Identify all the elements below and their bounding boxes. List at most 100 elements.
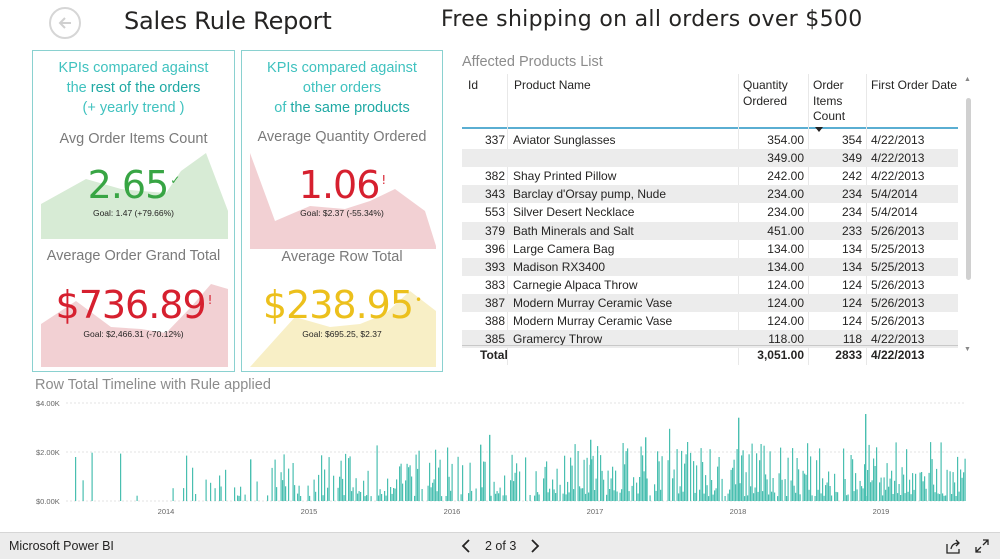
timeline-bar [942, 493, 944, 501]
timeline-bar [886, 463, 888, 501]
panel-heading-text: the [66, 80, 91, 96]
timeline-bar [802, 470, 804, 501]
timeline-bar [822, 478, 824, 501]
timeline-bar [921, 472, 923, 501]
table-row[interactable]: 337 Aviator Sunglasses 354.00 354 4/22/2013 [462, 131, 958, 149]
timeline-bar [468, 493, 470, 501]
timeline-bar [220, 486, 222, 501]
table-row[interactable]: 396 Large Camera Bag 134.00 134 5/25/2013 [462, 240, 958, 258]
cell-id: 553 [484, 205, 505, 220]
table-row[interactable]: 349.00 349 4/22/2013 [462, 149, 958, 168]
timeline-bar [882, 495, 884, 501]
timeline-bar [631, 485, 633, 501]
cell-date: 5/25/2013 [871, 259, 925, 274]
timeline-bar [429, 462, 431, 501]
timeline-bar [276, 487, 278, 501]
timeline-bar [238, 495, 240, 501]
column-header-order-items-count[interactable]: Order Items Count [808, 74, 866, 132]
timeline-bar [384, 491, 386, 501]
timeline-bar [324, 469, 326, 501]
column-header-quantity-ordered[interactable]: Quantity Ordered [738, 74, 808, 125]
total-label: Total [480, 348, 508, 362]
cell-product-name: Barclay d'Orsay pump, Nude [513, 187, 667, 202]
fullscreen-button[interactable] [973, 538, 991, 554]
timeline-bar [924, 476, 926, 501]
timeline-bar [787, 457, 789, 501]
timeline-bar [219, 475, 221, 501]
timeline-bar [766, 479, 768, 501]
timeline-bar [543, 478, 545, 501]
previous-page-button[interactable] [455, 536, 477, 556]
table-row[interactable]: 382 Shay Printed Pillow 242.00 242 4/22/2013 [462, 167, 958, 185]
timeline-bar [505, 495, 507, 501]
timeline-bar [939, 494, 941, 501]
timeline-bar [859, 480, 861, 501]
timeline-bar [489, 434, 491, 501]
timeline-bar [625, 451, 627, 501]
next-page-button[interactable] [524, 536, 546, 556]
timeline-bar [741, 455, 743, 501]
kpi-goal: Goal: $695.25, $2.37 [302, 329, 382, 339]
timeline-bar [567, 481, 569, 501]
timeline-bar [747, 495, 749, 501]
scrollbar-thumb[interactable] [966, 98, 971, 280]
panel-heading: KPIs compared against the rest of the or… [33, 58, 234, 118]
timeline-bar [613, 490, 615, 501]
timeline-bar [547, 492, 549, 501]
timeline-bar [622, 443, 624, 501]
timeline-bar [711, 480, 713, 501]
cell-quantity: 118.00 [768, 332, 804, 347]
table-row[interactable]: 343 Barclay d'Orsay pump, Nude 234.00 234 5/… [462, 185, 958, 204]
scroll-down-icon[interactable]: ▼ [964, 346, 971, 353]
timeline-bar [951, 494, 953, 501]
kpi-value-text: 2.65 [87, 163, 170, 207]
timeline-bar [660, 489, 662, 501]
timeline-bar [495, 493, 497, 501]
table-row[interactable]: 387 Modern Murray Ceramic Vase 124.00 124 5/… [462, 293, 958, 312]
y-tick-label: $0.00K [36, 497, 60, 506]
table-row[interactable]: 383 Carnegie Alpaca Throw 124.00 124 5/26/20… [462, 276, 958, 294]
timeline-bar [645, 437, 647, 501]
timeline-bar [327, 487, 329, 501]
brand-label[interactable]: Microsoft Power BI [9, 539, 114, 553]
x-tick-label: 2015 [301, 507, 318, 516]
timeline-bar [549, 488, 551, 501]
timeline-bar [883, 477, 885, 501]
timeline-bar [307, 485, 309, 501]
timeline-bar [792, 448, 794, 501]
shipping-banner: Free shipping on all orders over $500 [441, 7, 863, 32]
table-row[interactable]: 388 Modern Murray Ceramic Vase 124.00 124 5/… [462, 312, 958, 330]
table-scrollbar[interactable]: ▲ ▼ [964, 76, 972, 358]
table-row[interactable]: 553 Silver Desert Necklace 234.00 234 5/4/20… [462, 203, 958, 221]
timeline-bar [418, 450, 420, 501]
timeline-bar [790, 480, 792, 501]
timeline-bar [484, 461, 486, 501]
timeline-bar [693, 461, 695, 501]
timeline-bar [603, 479, 605, 501]
table-row[interactable]: 385 Gramercy Throw 118.00 118 4/22/2013 [462, 330, 958, 349]
timeline-bar [912, 473, 914, 501]
timeline-bar [871, 480, 873, 501]
timeline-bar [738, 417, 740, 501]
scroll-up-icon[interactable]: ▲ [964, 76, 971, 83]
table-row[interactable]: 379 Bath Minerals and Salt 451.00 233 5/26/2… [462, 221, 958, 240]
timeline-bar [292, 463, 294, 501]
timeline-bar [655, 490, 657, 501]
column-header-first-order-date[interactable]: First Order Date [866, 74, 957, 125]
panel-heading-line: of the same products [242, 98, 442, 118]
timeline-bar [570, 457, 572, 501]
column-header-product-name[interactable]: Product Name [507, 74, 591, 125]
share-button[interactable] [945, 538, 963, 554]
table-row[interactable]: 393 Madison RX3400 134.00 134 5/25/2013 [462, 257, 958, 276]
timeline-bar [642, 455, 644, 501]
column-header-id[interactable]: Id [468, 78, 479, 92]
timeline-bar [183, 488, 185, 501]
timeline-bar [400, 463, 402, 501]
timeline-bar [406, 463, 408, 501]
timeline-bar [481, 487, 483, 501]
timeline-bar [876, 447, 878, 501]
timeline-bar [810, 456, 812, 501]
timeline-bar [874, 466, 876, 501]
back-button[interactable] [49, 7, 81, 39]
cell-id: 337 [484, 133, 505, 147]
